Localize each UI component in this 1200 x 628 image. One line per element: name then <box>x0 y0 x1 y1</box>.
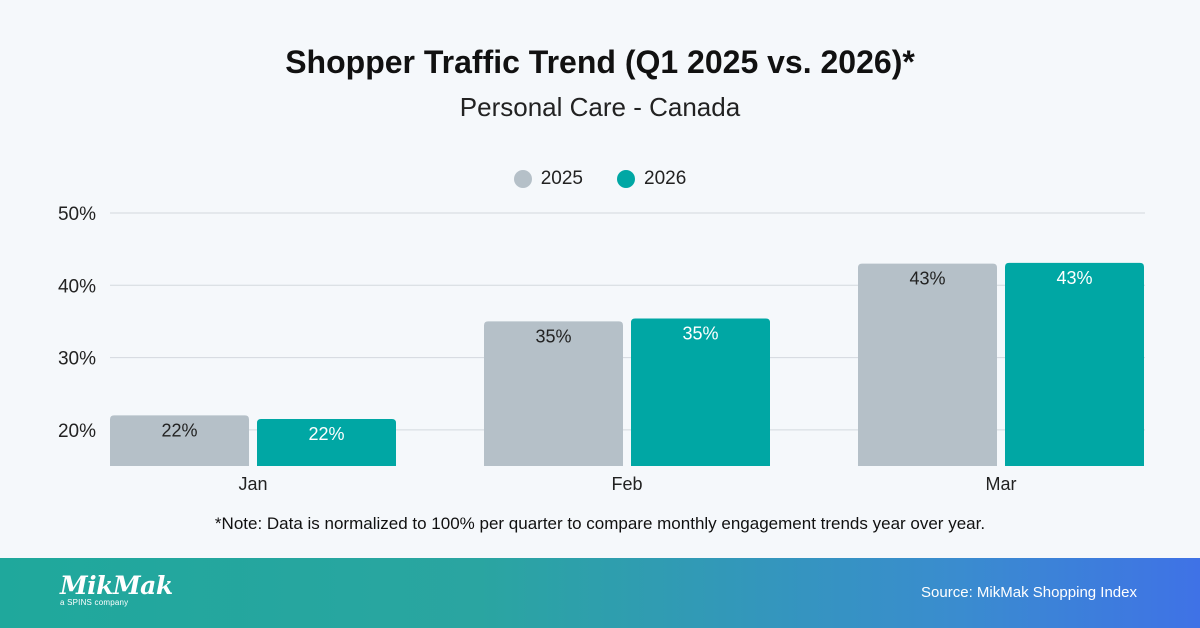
y-tick-label-40: 40% <box>58 276 96 297</box>
logo-wordmark: MikMak <box>60 571 173 600</box>
logo-tagline: a SPINS company <box>60 598 129 607</box>
legend-item-2026: 2026 <box>617 168 686 190</box>
y-tick-label-20: 20% <box>58 421 96 442</box>
legend-item-2025: 2025 <box>513 168 583 190</box>
legend-swatch-2026 <box>617 170 635 188</box>
bar-jan-2026 <box>257 419 396 466</box>
bar-mar-2026 <box>1005 262 1144 466</box>
footer-banner: MikMak a SPINS company Source: MikMak Sh… <box>0 558 1200 628</box>
y-tick-label-30: 30% <box>58 349 96 370</box>
x-tick-label-jan: Jan <box>238 474 267 494</box>
legend-swatch-2025 <box>513 170 532 188</box>
chart-subtitle: Personal Care - Canada <box>459 92 741 122</box>
bar-feb-2025 <box>484 321 623 466</box>
bar-mar-2025 <box>858 263 997 466</box>
bar-jan-2025 <box>110 415 249 466</box>
data-label-jan-2025: 22% <box>161 420 197 440</box>
y-tick-label-50: 50% <box>58 204 96 225</box>
data-label-feb-2026: 35% <box>682 324 718 344</box>
source-text: Source: MikMak Shopping Index <box>921 584 1137 601</box>
x-tick-label-mar: Mar <box>986 474 1017 494</box>
legend-label-2026: 2026 <box>644 168 687 189</box>
chart-title: Shopper Traffic Trend (Q1 2025 vs. 2026)… <box>285 44 915 80</box>
data-label-mar-2025: 43% <box>909 269 945 289</box>
data-label-jan-2026: 22% <box>308 424 344 444</box>
legend: 2025 2026 <box>0 168 1200 190</box>
legend-label-2025: 2025 <box>540 168 583 189</box>
data-label-feb-2025: 35% <box>535 326 571 346</box>
footnote: *Note: Data is normalized to 100% per qu… <box>214 514 986 533</box>
bar-feb-2026 <box>631 318 770 466</box>
mikmak-logo: MikMak a SPINS company <box>60 571 173 608</box>
data-label-mar-2026: 43% <box>1056 268 1092 288</box>
x-tick-label-feb: Feb <box>611 474 642 494</box>
